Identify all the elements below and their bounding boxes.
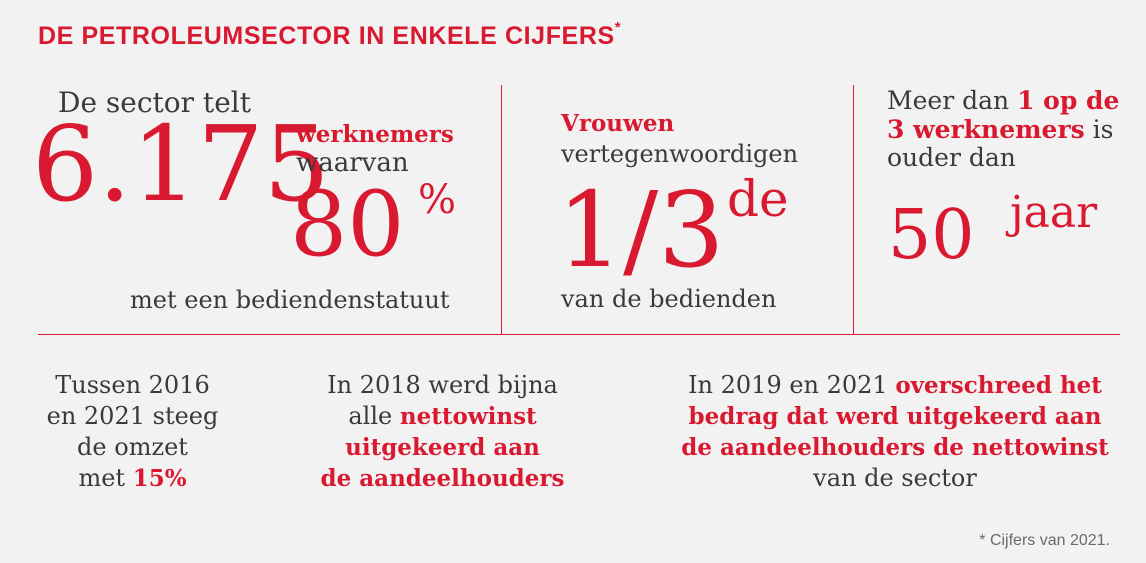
employees-footer: met een bediendenstatuut — [130, 286, 450, 314]
page-title: DE PETROLEUMSECTOR IN ENKELE CIJFERS* — [38, 19, 622, 51]
profit-line-4: de aandeelhouders — [320, 465, 565, 492]
footnote: * Cijfers van 2021. — [979, 532, 1110, 549]
divider-vertical-1 — [501, 85, 502, 335]
women-label: Vrouwen — [561, 110, 675, 137]
age-pre: Meer dan — [887, 86, 1010, 115]
revenue-line-1: Tussen 2016 — [55, 371, 210, 399]
dividend-line-2: bedrag dat werd uitgekeerd aan — [688, 403, 1102, 430]
title-asterisk: * — [614, 19, 622, 36]
women-sub: vertegenwoordigen — [561, 140, 799, 168]
profit-pre: alle — [348, 402, 393, 430]
women-fraction-suffix: de — [727, 170, 789, 228]
employee-percent: 80 — [290, 172, 405, 277]
profit-line-3: uitgekeerd aan — [345, 434, 540, 461]
revenue-line-4: met 15% — [30, 463, 235, 494]
dividend-pre: In 2019 en 2021 — [688, 371, 888, 399]
profit-line-2: alle nettowinst — [300, 401, 585, 432]
dividend-highlight: overschreed het — [895, 372, 1102, 399]
divider-vertical-2 — [853, 85, 854, 335]
divider-horizontal — [38, 334, 1120, 335]
dividend-line-4: van de sector — [813, 464, 977, 492]
age-highlight-2: 3 werknemers — [887, 115, 1085, 144]
revenue-pre: met — [78, 464, 126, 492]
age-line-1: Meer dan 1 op de — [887, 86, 1119, 115]
employee-percent-sign: % — [418, 177, 457, 223]
age-line-2: 3 werknemers is — [887, 115, 1114, 144]
employees-count: 6.175 — [32, 103, 330, 225]
age-number: 50 — [888, 196, 975, 275]
profit-highlight: nettowinst — [399, 403, 537, 430]
revenue-line-2: en 2021 steeg — [46, 402, 219, 430]
profit-line-1: In 2018 werd bijna — [327, 371, 558, 399]
women-fraction: 1/3 — [557, 169, 725, 291]
dividend-line-1: In 2019 en 2021 overschreed het — [660, 370, 1130, 401]
revenue-line-3: de omzet — [77, 433, 188, 461]
age-unit: jaar — [1010, 187, 1098, 238]
profit-block: In 2018 werd bijna alle nettowinst uitge… — [300, 370, 585, 494]
dividend-line-3: de aandeelhouders de nettowinst — [681, 434, 1109, 461]
employees-waarvan: waarvan — [296, 148, 409, 178]
employees-intro: De sector telt — [58, 86, 251, 119]
women-footer: van de bedienden — [561, 285, 777, 313]
title-text: DE PETROLEUMSECTOR IN ENKELE CIJFERS — [38, 22, 615, 50]
age-post-2: ouder dan — [887, 143, 1016, 172]
revenue-block: Tussen 2016 en 2021 steeg de omzet met 1… — [30, 370, 235, 494]
age-highlight-1: 1 op de — [1017, 86, 1120, 115]
dividend-block: In 2019 en 2021 overschreed het bedrag d… — [660, 370, 1130, 494]
employees-label: werknemers — [296, 121, 454, 148]
revenue-highlight: 15% — [132, 465, 187, 492]
age-post-1: is — [1092, 115, 1114, 144]
